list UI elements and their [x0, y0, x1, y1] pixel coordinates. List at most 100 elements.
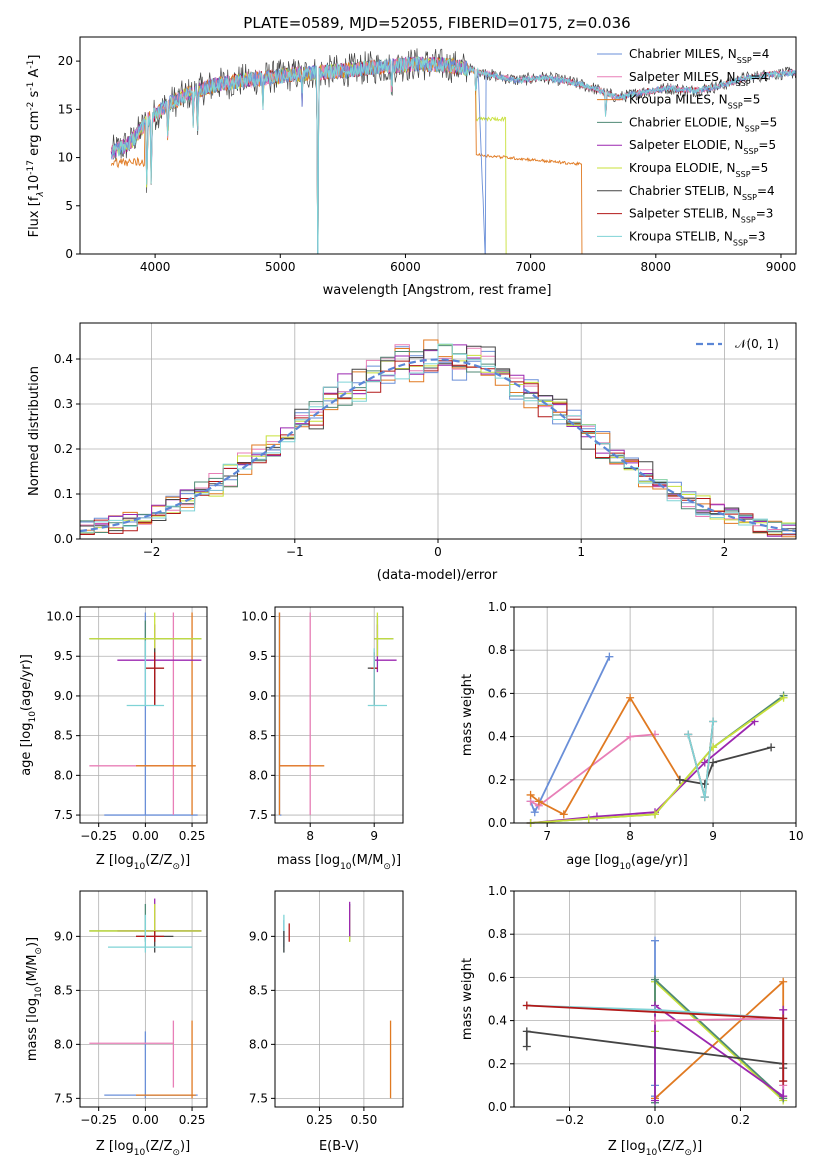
axes-frame — [513, 606, 797, 824]
x-tick-label: 8000 — [641, 260, 672, 274]
data-point — [651, 936, 659, 945]
y-tick-label: 8.5 — [249, 983, 268, 997]
x-tick-label: 5000 — [265, 260, 296, 274]
y-tick-label: 1.0 — [488, 600, 507, 614]
figure-title: PLATE=0589, MJD=52055, FIBERID=0175, z=0… — [243, 14, 630, 32]
legend-label: Kroupa ELODIE, NSSP=5 — [629, 161, 768, 179]
x-tick-label: 7000 — [515, 260, 546, 274]
data-point — [684, 730, 693, 739]
x-axis-label: Z [log10(Z/Z⊙)] — [608, 1139, 702, 1158]
x-tick-label: −0.25 — [80, 1113, 117, 1127]
x-tick-label: 10 — [788, 829, 803, 843]
x-tick-label: 0.2 — [731, 1113, 750, 1127]
data-point — [779, 1005, 788, 1014]
y-tick-label: 0.2 — [488, 773, 507, 787]
axes-age-vs-Z: −0.25 0.00 0.25 7.5 8.0 8.5 9.0 9.5 10.0 Z [log10… — [19, 606, 208, 872]
data-point — [592, 812, 601, 821]
y-tick-label: 0 — [65, 247, 73, 261]
y-tick-label: 20 — [58, 54, 73, 68]
y-axis-label: mass weight — [460, 674, 475, 756]
data-point — [651, 1096, 659, 1105]
x-tick-label: −1 — [286, 545, 304, 559]
y-tick-label: 7.5 — [54, 1091, 73, 1105]
y-tick-label: 5 — [65, 199, 73, 213]
data-point — [522, 1001, 531, 1010]
y-tick-label: 0.8 — [488, 927, 507, 941]
y-axis-label: mass [log10(M/M⊙)] — [25, 937, 44, 1061]
data-point — [779, 1092, 788, 1101]
y-tick-label: 1.0 — [488, 884, 507, 898]
legend-label: Chabrier ELODIE, NSSP=5 — [629, 115, 777, 132]
y-tick-label: 0.1 — [54, 487, 73, 501]
legend-label: Chabrier STELIB, NSSP=4 — [629, 184, 775, 202]
spectrum-line-salpeter-miles — [110, 55, 796, 254]
axes-mass-weight-vs-age: 7 8 9 10 0.0 0.2 0.4 0.6 0.8 1.0 age [log10(age/yr… — [460, 600, 804, 872]
legend-label: 𝒩(0, 1) — [735, 337, 779, 351]
y-tick-label: 0.3 — [54, 397, 73, 411]
axes-frame — [513, 890, 797, 1108]
y-tick-label: 0.6 — [488, 686, 507, 700]
y-axis-label: mass weight — [460, 958, 475, 1040]
x-tick-label: 7 — [543, 829, 551, 843]
y-tick-label: 8.0 — [54, 768, 73, 782]
data-point — [584, 814, 593, 823]
data-point — [700, 758, 709, 767]
y-tick-label: 10.0 — [46, 610, 73, 624]
y-axis-label: Flux [fλ10-17 erg cm-2 s-1 A-1] — [26, 55, 46, 238]
data-point — [779, 977, 788, 986]
axes-frame — [79, 322, 797, 540]
legend-label: Chabrier MILES, NSSP=4 — [629, 47, 769, 65]
axes-frame — [79, 890, 208, 1108]
y-tick-label: 9.0 — [54, 929, 73, 943]
x-tick-label: 9 — [709, 829, 717, 843]
legend-label: Salpeter ELODIE, NSSP=5 — [629, 138, 776, 156]
legend-label: Kroupa STELIB, NSSP=3 — [629, 229, 766, 247]
y-tick-label: 0.6 — [488, 970, 507, 984]
x-tick-label: 0.00 — [132, 829, 159, 843]
y-tick-label: 0.2 — [54, 442, 73, 456]
data-point — [530, 808, 539, 817]
y-tick-label: 0.0 — [54, 532, 73, 546]
legend-label: Kroupa MILES, NSSP=5 — [629, 93, 760, 111]
y-tick-label: 0.4 — [54, 352, 73, 366]
x-tick-label: 0.25 — [179, 829, 206, 843]
y-axis-label: Normed distribution — [27, 366, 42, 496]
y-tick-label: 8.5 — [249, 729, 268, 743]
x-tick-label: 0.25 — [179, 1113, 206, 1127]
y-axis-label: age [log10(age/yr)] — [19, 654, 38, 776]
axes-age-vs-mass: 8 9 7.5 8.0 8.5 9.0 9.5 10.0 mass [log10(M/M⊙)] — [241, 606, 404, 872]
axes-mass-vs-EBV: 0.25 0.50 7.5 8.0 8.5 9.0 E(B-V) — [249, 890, 404, 1154]
y-tick-label: 8.0 — [249, 1037, 268, 1051]
y-tick-label: 8.5 — [54, 983, 73, 997]
data-point — [522, 1042, 531, 1051]
x-tick-label: −0.2 — [555, 1113, 584, 1127]
y-tick-label: 8.0 — [54, 1037, 73, 1051]
x-axis-label: (data-model)/error — [377, 568, 498, 583]
y-tick-label: 10 — [58, 151, 73, 165]
x-tick-label: 4000 — [140, 260, 171, 274]
x-axis-label: mass [log10(M/M⊙)] — [277, 853, 401, 872]
x-tick-label: 9 — [370, 829, 378, 843]
legend-label: Salpeter MILES, NSSP=4 — [629, 70, 768, 88]
data-point — [779, 693, 788, 702]
histogram-salpeter-stelib — [80, 360, 796, 536]
x-tick-label: 8 — [306, 829, 314, 843]
data-point — [709, 758, 718, 767]
y-tick-label: 9.0 — [54, 689, 73, 703]
x-tick-label: 0 — [434, 545, 442, 559]
legend-label: Salpeter STELIB, NSSP=3 — [629, 207, 773, 225]
x-tick-label: 0.25 — [306, 1113, 333, 1127]
data-point — [526, 790, 535, 799]
y-tick-label: 0.4 — [488, 1014, 507, 1028]
y-tick-label: 10.0 — [241, 610, 268, 624]
data-point — [675, 775, 684, 784]
data-point — [626, 732, 635, 741]
axes-frame — [274, 606, 404, 824]
y-tick-label: 0.0 — [488, 1100, 507, 1114]
y-tick-label: 9.0 — [249, 689, 268, 703]
x-axis-label: wavelength [Angstrom, rest frame] — [323, 283, 552, 298]
x-tick-label: 9000 — [766, 260, 797, 274]
x-tick-label: −0.25 — [80, 829, 117, 843]
normal-curve — [79, 358, 797, 533]
